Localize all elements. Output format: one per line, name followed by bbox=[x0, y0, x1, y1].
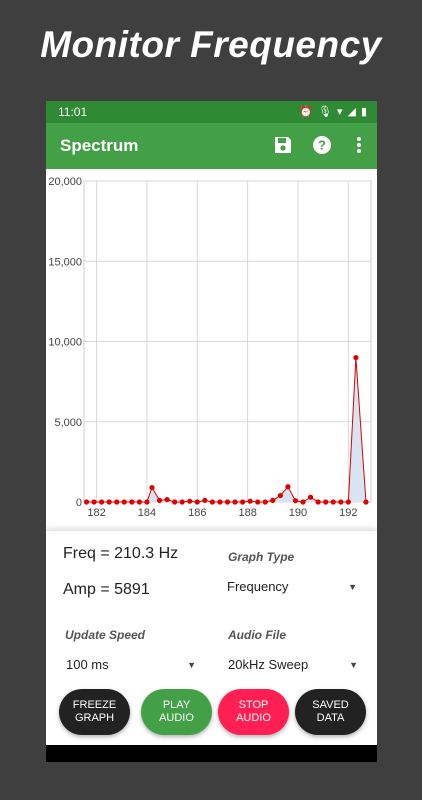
alarm-icon: ⏰ bbox=[299, 106, 313, 118]
data-point bbox=[121, 499, 127, 505]
chevron-down-icon: ▼ bbox=[348, 582, 357, 592]
data-point bbox=[224, 499, 231, 505]
data-point bbox=[255, 499, 261, 505]
help-icon[interactable]: ? bbox=[311, 134, 333, 156]
data-point bbox=[202, 497, 208, 503]
controls-panel: Freq = 210.3 Hz Amp = 5891 Graph Type Fr… bbox=[46, 531, 377, 719]
audio-file-value: 20kHz Sweep bbox=[228, 657, 309, 672]
data-point bbox=[83, 499, 90, 505]
stop-audio-label: STOP AUDIO bbox=[236, 699, 271, 724]
data-point bbox=[315, 499, 321, 505]
play-audio-label: PLAY AUDIO bbox=[159, 699, 194, 724]
data-point bbox=[247, 498, 253, 504]
graph-type-select[interactable]: Frequency ▼ bbox=[227, 579, 357, 601]
data-point bbox=[262, 499, 268, 505]
app-bar: Spectrum ? bbox=[46, 123, 377, 169]
data-point bbox=[194, 499, 200, 505]
data-point bbox=[164, 496, 170, 503]
data-point bbox=[106, 499, 112, 505]
data-point bbox=[330, 499, 336, 505]
svg-text:?: ? bbox=[318, 138, 326, 153]
status-time: 11:01 bbox=[58, 105, 88, 119]
update-speed-label: Update Speed bbox=[65, 628, 146, 642]
data-point bbox=[114, 499, 120, 505]
status-icons: ⏰ 🎙 ▾ ◢ ▮ bbox=[299, 103, 367, 121]
data-point bbox=[240, 499, 246, 505]
data-point bbox=[217, 499, 223, 505]
data-point bbox=[345, 499, 351, 505]
update-speed-select[interactable]: 100 ms ▼ bbox=[66, 657, 196, 679]
data-point bbox=[99, 499, 105, 505]
data-point bbox=[323, 499, 329, 505]
x-tick-label: 186 bbox=[188, 507, 206, 519]
more-vert-icon[interactable] bbox=[348, 134, 370, 156]
update-speed-value: 100 ms bbox=[66, 657, 109, 672]
saved-data-button[interactable]: SAVED DATA bbox=[295, 689, 366, 735]
data-point bbox=[270, 497, 276, 503]
saved-data-label: SAVED DATA bbox=[312, 699, 349, 724]
wifi-icon: ▾ bbox=[336, 106, 343, 118]
signal-icon: ◢ bbox=[347, 106, 356, 118]
stop-audio-button[interactable]: STOP AUDIO bbox=[218, 689, 289, 735]
x-tick-label: 184 bbox=[138, 507, 156, 519]
data-point bbox=[277, 492, 283, 499]
data-point bbox=[232, 499, 238, 505]
data-point bbox=[144, 499, 150, 505]
promo-title: Monitor Frequency bbox=[40, 24, 382, 65]
navigation-bar bbox=[46, 745, 377, 762]
y-tick-label: 15,000 bbox=[48, 256, 82, 268]
series-line bbox=[86, 357, 367, 503]
data-point bbox=[292, 498, 299, 504]
data-point bbox=[338, 499, 344, 505]
freeze-graph-label: FREEZE GRAPH bbox=[72, 699, 117, 724]
chart-svg: 0 5,000 10,000 15,000 20,000 182 184 186 188 190 1… bbox=[48, 176, 372, 519]
freeze-graph-button[interactable]: FREEZE GRAPH bbox=[59, 689, 130, 735]
y-tick-label: 10,000 bbox=[48, 337, 82, 349]
data-point bbox=[172, 499, 178, 505]
mic-icon: 🎙 bbox=[317, 106, 332, 118]
save-icon[interactable] bbox=[272, 134, 294, 156]
y-tick-label: 5,000 bbox=[54, 417, 82, 429]
audio-file-label: Audio File bbox=[228, 628, 286, 642]
x-tick-label: 192 bbox=[339, 507, 357, 519]
battery-icon: ▮ bbox=[360, 106, 367, 118]
data-point bbox=[149, 484, 155, 491]
y-tick-label: 0 bbox=[76, 497, 82, 509]
amplitude-readout: Amp = 5891 bbox=[63, 581, 150, 598]
x-tick-label: 190 bbox=[289, 507, 307, 519]
data-point bbox=[285, 484, 291, 490]
series-area bbox=[86, 357, 366, 502]
data-point bbox=[136, 499, 142, 505]
play-audio-button[interactable]: PLAY AUDIO bbox=[141, 689, 212, 735]
data-point bbox=[307, 494, 314, 500]
data-point bbox=[129, 499, 135, 505]
data-point bbox=[156, 497, 163, 503]
status-bar: 11:01 ⏰ 🎙 ▾ ◢ ▮ bbox=[46, 101, 377, 123]
spectrum-chart[interactable]: 0 5,000 10,000 15,000 20,000 182 184 186 188 190 1… bbox=[46, 169, 377, 527]
data-point bbox=[353, 354, 359, 361]
data-point bbox=[363, 499, 369, 505]
x-tick-label: 182 bbox=[87, 507, 105, 519]
graph-type-label: Graph Type bbox=[228, 550, 295, 564]
graph-type-value: Frequency bbox=[227, 579, 289, 594]
app-title: Spectrum bbox=[60, 136, 139, 155]
chevron-down-icon: ▼ bbox=[187, 660, 196, 670]
chevron-down-icon: ▼ bbox=[349, 660, 358, 670]
y-tick-label: 20,000 bbox=[48, 176, 82, 188]
frequency-readout: Freq = 210.3 Hz bbox=[63, 545, 179, 562]
data-point bbox=[91, 499, 97, 505]
data-point bbox=[187, 498, 193, 504]
data-point bbox=[300, 499, 306, 505]
data-point bbox=[179, 499, 185, 505]
x-tick-label: 188 bbox=[238, 507, 256, 519]
data-point bbox=[209, 499, 215, 505]
phone-screen: 11:01 ⏰ 🎙 ▾ ◢ ▮ Spectrum ? 0 5,000 10,000 1… bbox=[46, 101, 377, 762]
audio-file-select[interactable]: 20kHz Sweep ▼ bbox=[228, 657, 358, 679]
